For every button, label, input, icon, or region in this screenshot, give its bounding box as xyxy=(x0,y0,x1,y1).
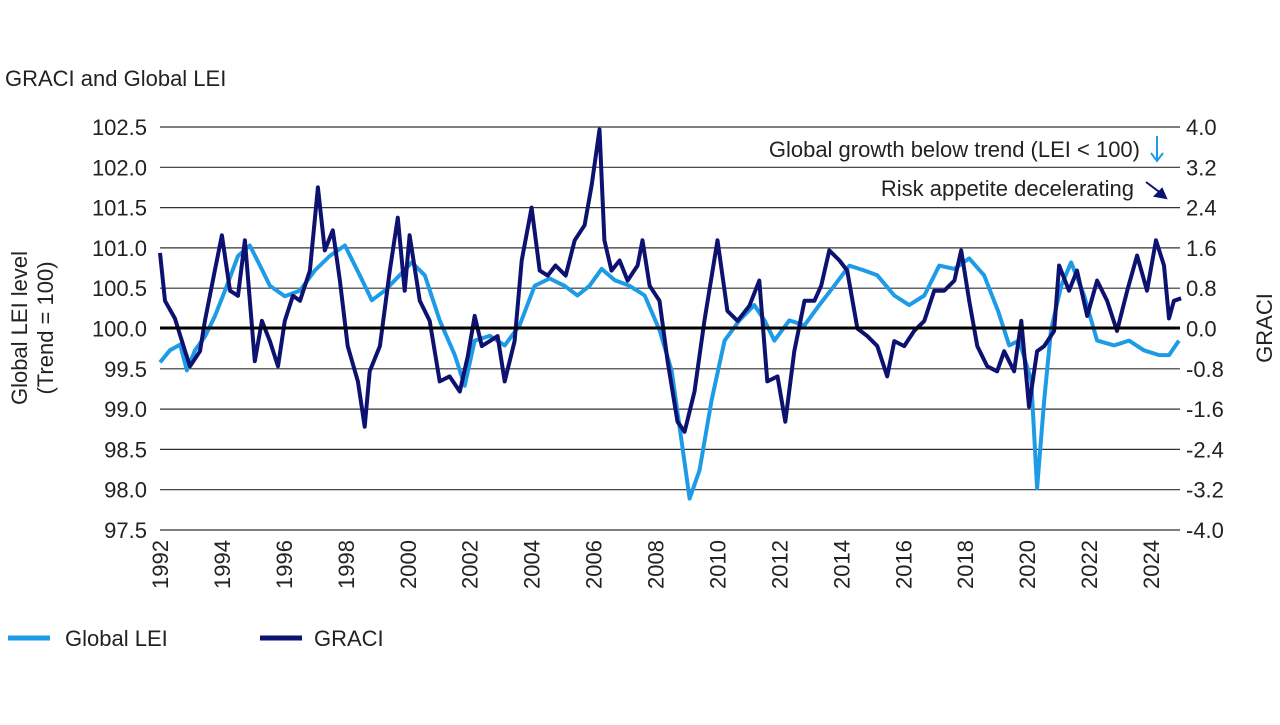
x-tick-label: 2006 xyxy=(582,540,607,589)
right-tick-label: -1.6 xyxy=(1186,397,1224,422)
x-tick-label: 1992 xyxy=(148,540,173,589)
down-right-arrow-icon xyxy=(1145,181,1168,200)
series-lines xyxy=(158,127,1182,501)
right-tick-label: -0.8 xyxy=(1186,357,1224,382)
right-axis-ticks: 4.0 3.2 2.4 1.6 0.8 0.0 -0.8 -1.6 -2.4 -3.2 -4.0 xyxy=(1186,115,1224,543)
x-tick-label: 2018 xyxy=(953,540,978,589)
x-tick-label: 1996 xyxy=(272,540,297,589)
left-axis-label-line2: (Trend = 100) xyxy=(33,261,58,394)
right-tick-label: 2.4 xyxy=(1186,196,1217,221)
x-tick-label: 2002 xyxy=(458,540,483,589)
right-tick-label: 1.6 xyxy=(1186,236,1217,261)
x-tick-label: 2022 xyxy=(1077,540,1102,589)
x-tick-label: 1998 xyxy=(334,540,359,589)
left-tick-label: 102.0 xyxy=(92,155,147,180)
annotation-risk: Risk appetite decelerating xyxy=(881,176,1134,201)
annotation-growth: Global growth below trend (LEI < 100) xyxy=(769,137,1140,162)
x-tick-label: 2016 xyxy=(891,540,916,589)
right-tick-label: -4.0 xyxy=(1186,518,1224,543)
down-arrow-icon xyxy=(1150,136,1164,163)
left-tick-label: 101.0 xyxy=(92,236,147,261)
left-tick-label: 99.5 xyxy=(104,357,147,382)
chart-title: GRACI and Global LEI xyxy=(5,66,226,91)
x-tick-label: 2024 xyxy=(1139,540,1164,589)
left-axis-label-line1: Global LEI level xyxy=(7,251,32,405)
right-tick-label: -2.4 xyxy=(1186,437,1224,462)
left-tick-label: 102.5 xyxy=(92,115,147,140)
legend-label-graci: GRACI xyxy=(314,626,384,651)
series-line-graci xyxy=(158,127,1182,434)
x-tick-label: 2014 xyxy=(829,540,854,589)
x-tick-label: 2008 xyxy=(644,540,669,589)
x-tick-label: 2020 xyxy=(1015,540,1040,589)
right-tick-label: -3.2 xyxy=(1186,478,1224,503)
x-tick-label: 2000 xyxy=(396,540,421,589)
left-tick-label: 98.5 xyxy=(104,437,147,462)
left-tick-label: 99.0 xyxy=(104,397,147,422)
right-tick-label: 4.0 xyxy=(1186,115,1217,140)
x-tick-label: 2004 xyxy=(520,540,545,589)
x-tick-label: 2010 xyxy=(705,540,730,589)
x-axis-ticks: 1992 1994 1996 1998 2000 2002 2004 2006 2008 2010… xyxy=(148,540,1164,589)
right-axis-label: GRACI xyxy=(1252,293,1277,363)
left-axis-ticks: 102.5 102.0 101.5 101.0 100.5 100.0 99.5 99.0 98… xyxy=(92,115,147,543)
x-tick-label: 1994 xyxy=(210,540,235,589)
x-tick-label: 2012 xyxy=(767,540,792,589)
legend-label-lei: Global LEI xyxy=(65,626,168,651)
left-tick-label: 100.0 xyxy=(92,317,147,342)
left-tick-label: 101.5 xyxy=(92,196,147,221)
right-tick-label: 0.0 xyxy=(1186,317,1217,342)
left-tick-label: 100.5 xyxy=(92,276,147,301)
left-tick-label: 98.0 xyxy=(104,478,147,503)
legend: Global LEI GRACI xyxy=(8,626,384,651)
right-tick-label: 0.8 xyxy=(1186,276,1217,301)
right-tick-label: 3.2 xyxy=(1186,155,1217,180)
left-tick-label: 97.5 xyxy=(104,518,147,543)
